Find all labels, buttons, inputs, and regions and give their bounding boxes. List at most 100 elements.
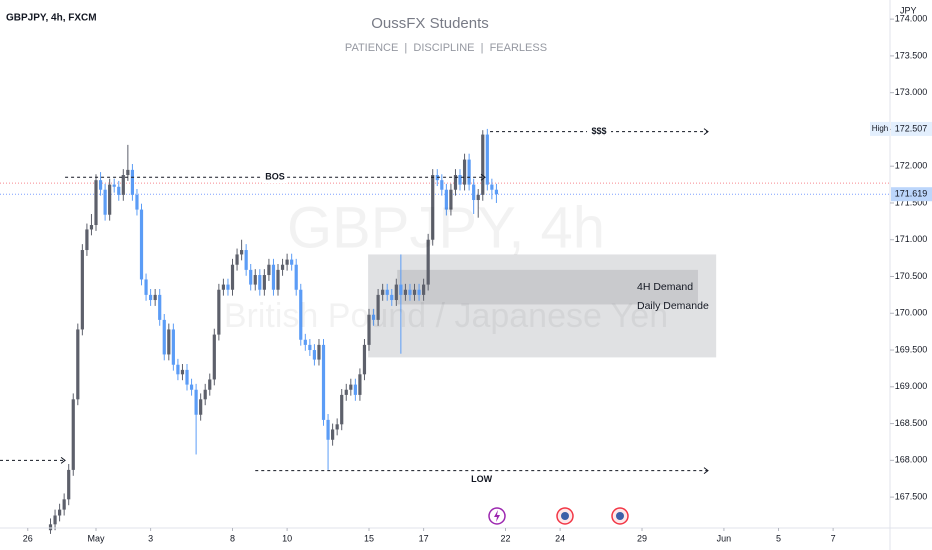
candle-body — [344, 389, 348, 395]
candle-body — [149, 294, 153, 301]
candle-body — [476, 194, 480, 201]
candle-body — [103, 189, 107, 215]
candle-body — [185, 369, 189, 385]
x-tick-label: May — [87, 533, 105, 543]
y-tick-label: 173.500 — [895, 50, 928, 60]
annotation-arrow — [480, 173, 486, 181]
x-tick-label: 10 — [282, 533, 292, 543]
candle-body — [94, 180, 98, 226]
annotation-label: LOW — [471, 474, 492, 484]
candle-body — [481, 134, 485, 195]
candle-body — [112, 184, 116, 187]
candle-body — [162, 319, 166, 355]
candle-body — [321, 344, 326, 420]
candle-body — [290, 259, 294, 265]
chart-title: OussFX Students — [371, 15, 489, 32]
candle-body — [467, 159, 471, 185]
candle-body — [67, 469, 71, 500]
candle-body — [258, 275, 262, 290]
candle-body — [89, 225, 94, 230]
candle-body — [240, 250, 244, 255]
candle-body — [349, 384, 353, 390]
candle-body — [390, 294, 394, 301]
candle-body — [226, 284, 230, 290]
candle-body — [340, 394, 344, 425]
candle-body — [85, 229, 89, 251]
annotation-arrow — [703, 467, 709, 475]
y-tick-label: 170.000 — [895, 308, 928, 318]
candle-body — [394, 284, 398, 301]
x-tick-label: 3 — [148, 533, 153, 543]
candle-body — [71, 399, 75, 470]
candle-body — [80, 250, 84, 330]
candle-body — [121, 175, 125, 195]
y-tick-label: 168.000 — [895, 455, 928, 465]
annotation-arrow — [60, 456, 66, 464]
event-icons — [488, 507, 629, 525]
candle-body — [153, 294, 157, 301]
y-tick-label: 171.000 — [895, 234, 928, 244]
demand-zone — [397, 269, 698, 305]
candle-body — [472, 184, 476, 201]
annotation-arrow — [703, 128, 709, 136]
candle-body — [412, 289, 417, 295]
x-tick-label: 22 — [501, 533, 511, 543]
y-tick-label: 172.000 — [895, 161, 928, 171]
annotation-label-bg — [263, 171, 288, 184]
candle-body — [230, 264, 235, 290]
candle-body — [139, 209, 144, 280]
candle-body — [408, 289, 412, 295]
candle-body — [199, 399, 203, 415]
x-tick-label: 24 — [555, 533, 565, 543]
candle-body — [221, 284, 226, 290]
candle-body — [449, 189, 453, 210]
x-tick-label: 17 — [419, 533, 429, 543]
candle-body — [399, 284, 403, 295]
candle-body — [48, 524, 53, 531]
candle-body — [303, 339, 307, 345]
candle-body — [403, 289, 408, 295]
candle-body — [158, 294, 162, 320]
high-value-bg — [891, 121, 932, 136]
y-tick-label: 171.500 — [895, 197, 928, 207]
candle-body — [458, 175, 462, 185]
event-icon — [561, 512, 569, 520]
candle-body — [235, 254, 239, 265]
candle-body — [453, 175, 458, 190]
candle-body — [249, 269, 253, 285]
candle-body — [58, 509, 62, 516]
candle-body — [422, 284, 426, 295]
high-label: High — [872, 124, 888, 133]
candle-body — [108, 184, 112, 215]
candle-body — [62, 499, 66, 510]
candle-body — [217, 289, 221, 335]
annotation-label: BOS — [265, 172, 285, 182]
candle-body — [494, 189, 499, 195]
candle-body — [130, 169, 135, 195]
candle-body — [267, 264, 271, 276]
plot-area — [0, 128, 890, 534]
y-tick-label: 169.000 — [895, 381, 928, 391]
candle-body — [117, 186, 121, 195]
x-tick-label: 5 — [776, 533, 781, 543]
symbol: GBPJPY, 4h, FXCM — [6, 13, 97, 24]
candle-body — [385, 289, 389, 295]
y-tick-label: 170.500 — [895, 271, 928, 281]
x-tick-label: 15 — [364, 533, 374, 543]
candle-body — [98, 180, 103, 190]
high-label-bg — [870, 121, 890, 136]
candle-body — [485, 134, 489, 185]
candle-body — [335, 424, 339, 430]
candle-body — [331, 429, 335, 440]
candle-body — [462, 159, 467, 185]
candle-body — [294, 264, 298, 290]
candle-body — [353, 384, 357, 395]
candle-body — [212, 334, 216, 380]
candle-body — [171, 329, 175, 365]
candle-body — [367, 314, 371, 345]
watermark: GBPJPY, 4h — [287, 195, 605, 260]
event-icon — [494, 510, 500, 522]
candle-body — [276, 269, 280, 290]
high-value: 172.507 — [895, 123, 928, 133]
